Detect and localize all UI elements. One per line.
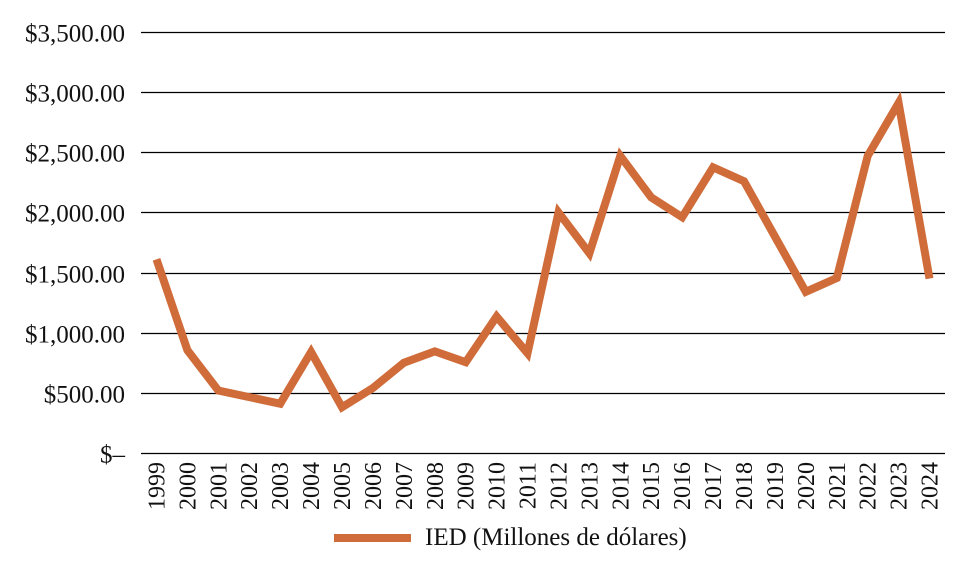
x-tick-label: 2020 <box>794 462 820 510</box>
y-tick-label: $3,500.00 <box>25 21 125 48</box>
x-tick-label: 2005 <box>330 462 356 510</box>
y-tick-label: $3,000.00 <box>25 81 125 108</box>
x-tick-label: 2007 <box>392 462 418 510</box>
x-tick-label: 2003 <box>268 462 294 510</box>
x-tick-label: 2014 <box>608 462 634 510</box>
y-axis-tick-labels: $– $500.00 $1,000.00 $1,500.00 $2,000.00 $2,5… <box>25 21 126 469</box>
y-tick-label: $500.00 <box>44 382 125 409</box>
x-tick-label: 2001 <box>206 462 232 510</box>
legend: IED (Millones de dólares) <box>334 523 687 553</box>
x-tick-label: 2024 <box>918 462 944 510</box>
y-tick-label: $2,000.00 <box>25 201 125 228</box>
x-tick-label: 2002 <box>237 462 263 510</box>
x-tick-label: 2006 <box>361 462 387 510</box>
x-tick-label: 2010 <box>485 462 511 510</box>
x-tick-label: 2018 <box>732 462 758 510</box>
x-tick-label: 2011 <box>516 462 542 509</box>
x-tick-label: 2013 <box>577 462 603 510</box>
x-tick-label: 2021 <box>825 462 851 510</box>
x-tick-label: 2017 <box>701 462 727 510</box>
legend-swatch <box>334 534 411 542</box>
x-tick-label: 2015 <box>639 462 665 510</box>
x-axis-tick-labels: 1999 2000 2001 2002 2003 2004 2005 2006 2007 2008… <box>144 462 943 510</box>
x-tick-label: 2019 <box>763 462 789 510</box>
series-line <box>152 91 934 413</box>
legend-label: IED (Millones de dólares) <box>425 524 687 551</box>
y-tick-label: $1,000.00 <box>25 322 125 349</box>
gridlines <box>141 31 945 455</box>
y-tick-label: $2,500.00 <box>25 141 125 168</box>
x-tick-label: 2004 <box>299 462 325 510</box>
x-tick-label: 2023 <box>887 462 913 510</box>
x-tick-label: 1999 <box>144 462 170 510</box>
x-tick-label: 2009 <box>454 462 480 510</box>
x-tick-label: 2000 <box>175 462 201 510</box>
x-tick-label: 2022 <box>856 462 882 510</box>
x-tick-label: 2008 <box>423 462 449 510</box>
x-tick-label: 2016 <box>670 462 696 510</box>
series-polyline <box>152 91 934 413</box>
x-tick-label: 2012 <box>546 462 572 510</box>
y-tick-label: $1,500.00 <box>25 262 125 289</box>
y-tick-label: $– <box>100 442 126 469</box>
